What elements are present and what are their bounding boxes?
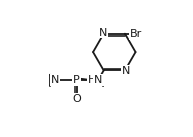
Text: N: N bbox=[98, 28, 107, 38]
Text: P: P bbox=[73, 75, 80, 85]
Text: N: N bbox=[122, 66, 130, 76]
Text: N: N bbox=[51, 75, 60, 85]
Text: O: O bbox=[72, 94, 81, 104]
Text: Br: Br bbox=[130, 29, 142, 39]
Text: HN: HN bbox=[88, 75, 105, 85]
Text: N: N bbox=[94, 75, 102, 85]
